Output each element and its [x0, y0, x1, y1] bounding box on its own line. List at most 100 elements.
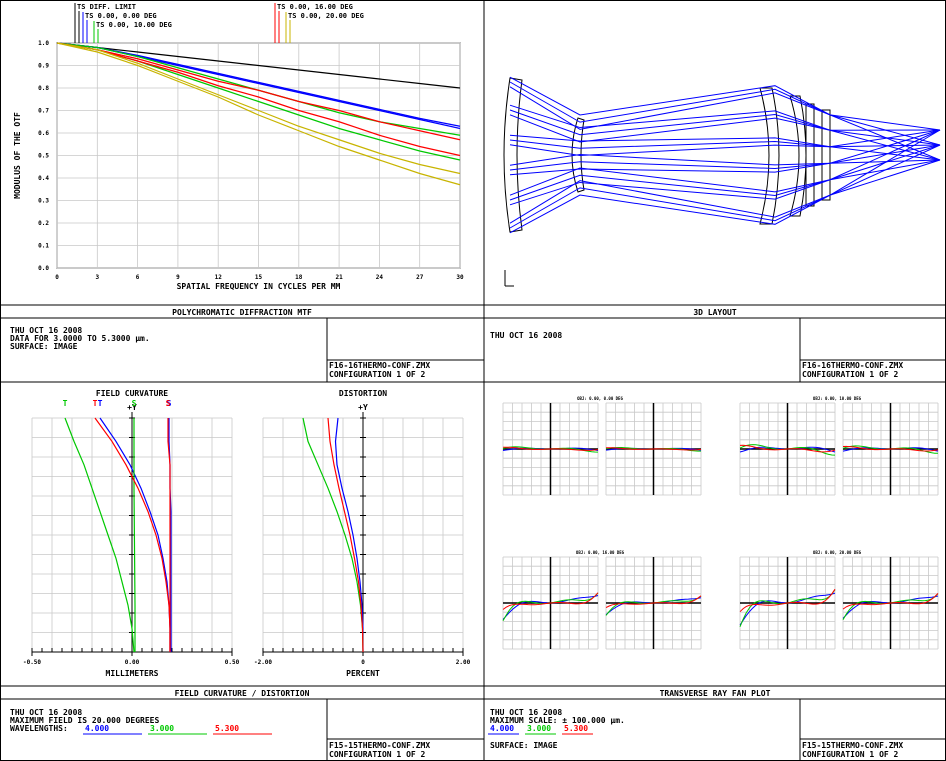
- fan-field: OBJ: 0.00, 10.00 DEG: [813, 396, 862, 401]
- panel-title: FIELD CURVATURE / DISTORTION: [175, 689, 310, 698]
- curve: [327, 417, 364, 653]
- ray: [509, 159, 941, 206]
- fan-field: OBJ: 0.00, 16.00 DEG: [576, 550, 625, 555]
- legend-entry: TS 0.00, 16.00 DEG: [277, 3, 353, 11]
- fan-curve: [739, 444, 836, 453]
- y-tick-label: 0.9: [38, 63, 49, 70]
- ray: [509, 144, 941, 229]
- file-name: F15-15THERMO-CONF.ZMX: [802, 741, 903, 750]
- y-tick-label: 0.8: [38, 85, 49, 92]
- fan-field: OBJ: 0.00, 20.00 DEG: [813, 550, 862, 555]
- fan-curve: [605, 595, 702, 609]
- y-tick-label: 0.2: [38, 220, 49, 227]
- info-line: MAXIMUM SCALE: ± 100.000 µm.: [490, 716, 625, 725]
- wavelength: 4.000: [85, 724, 109, 733]
- x-tick-label: -0.50: [23, 659, 41, 666]
- ray-fan: OBJ: 0.00, 16.00 DEG: [502, 550, 702, 650]
- mtf-curve: [56, 42, 461, 89]
- y-tick-label: 0.4: [38, 175, 49, 182]
- curve: [167, 418, 171, 652]
- legend-entry: TS 0.00, 0.00 DEG: [85, 12, 157, 20]
- x-tick-label: 27: [416, 274, 424, 281]
- curve: [94, 417, 171, 652]
- file-name: F15-15THERMO-CONF.ZMX: [329, 741, 430, 750]
- x-tick-label: 3: [95, 274, 99, 281]
- series-label: T: [98, 399, 103, 408]
- field-label: +Y: [358, 403, 368, 412]
- x-tick-label: 0.50: [225, 659, 240, 666]
- legend-entry: TS DIFF. LIMIT: [77, 3, 136, 11]
- x-axis-title: SPATIAL FREQUENCY IN CYCLES PER MM: [177, 282, 341, 291]
- wavelength: 3.000: [527, 724, 551, 733]
- x-tick-label: 0.00: [125, 659, 140, 666]
- fan-curve: [606, 447, 702, 451]
- wavelength: 4.000: [490, 724, 514, 733]
- y-tick-label: 0.1: [38, 243, 49, 250]
- y-tick-label: 0.7: [38, 108, 49, 115]
- lens-layout: [503, 76, 941, 287]
- x-axis-title: PERCENT: [346, 669, 380, 678]
- ray: [509, 144, 941, 161]
- y-tick-label: 0.5: [38, 153, 49, 160]
- x-tick-label: -2.00: [254, 659, 272, 666]
- x-tick-label: 0: [361, 659, 365, 666]
- plot: 0 3 6 9 12 15 18 21 24 27 30 0.0 0.1 0.2 0.3 0.4 0.5 0.6 0…: [13, 3, 464, 291]
- ray: [509, 81, 941, 146]
- x-tick-label: 12: [215, 274, 223, 281]
- y-tick-label: 1.0: [38, 40, 49, 47]
- mtf-curve: [56, 42, 461, 186]
- y-tick-label: 0.0: [38, 265, 49, 272]
- curve: [64, 417, 135, 653]
- x-tick-label: 18: [295, 274, 303, 281]
- ray: [509, 129, 941, 166]
- ray: [509, 109, 941, 146]
- ray-fan: OBJ: 0.00, 10.00 DEG: [739, 396, 939, 496]
- x-tick-label: 24: [376, 274, 384, 281]
- chart-title: DISTORTION: [339, 389, 387, 398]
- x-tick-label: 2.00: [456, 659, 471, 666]
- series-label: S: [167, 399, 172, 408]
- configuration: CONFIGURATION 1 OF 2: [802, 370, 899, 379]
- curve: [334, 417, 364, 652]
- fan-curve: [502, 592, 599, 610]
- y-tick-label: 0.6: [38, 130, 49, 137]
- x-axis-title: MILLIMETERS: [106, 669, 159, 678]
- ray: [509, 159, 941, 176]
- x-tick-label: 30: [456, 274, 464, 281]
- wavelength: 5.300: [215, 724, 239, 733]
- mtf-curve: [56, 42, 461, 157]
- info-line: THU OCT 16 2008: [10, 708, 82, 717]
- mtf-curve: [56, 42, 461, 175]
- curve: [133, 418, 136, 652]
- configuration: CONFIGURATION 1 OF 2: [802, 750, 899, 759]
- x-tick-label: 6: [136, 274, 140, 281]
- ray: [509, 144, 941, 201]
- chart-title: FIELD CURVATURE: [96, 389, 168, 398]
- info-line: THU OCT 16 2008: [10, 326, 82, 335]
- ray-fan: OBJ: 0.00, 0.00 DEG: [502, 396, 702, 496]
- x-tick-label: 0: [55, 274, 59, 281]
- mtf-curve: [56, 42, 461, 127]
- series-label: S: [132, 399, 137, 408]
- panel-title: 3D LAYOUT: [693, 308, 737, 317]
- legend-entry: TS 0.00, 20.00 DEG: [288, 12, 364, 20]
- fan-field: OBJ: 0.00, 0.00 DEG: [577, 396, 623, 401]
- plot: -0.50 0.00 0.50 FIELD CURVATURE +Y MILLIMETER…: [23, 389, 240, 678]
- field-label: +Y: [127, 403, 137, 412]
- fan-curve: [503, 446, 599, 451]
- legend-entry: TS 0.00, 10.00 DEG: [96, 21, 172, 29]
- ray: [509, 129, 941, 148]
- configuration: CONFIGURATION 1 OF 2: [329, 750, 426, 759]
- plot: -2.00 0 2.00 DISTORTION +Y PERCENT: [254, 389, 471, 678]
- mtf-curve: [56, 42, 461, 141]
- ray: [509, 139, 941, 149]
- series-label: S: [166, 399, 171, 408]
- info-line: WAVELENGTHS:: [10, 724, 68, 733]
- fan-curve: [842, 593, 939, 610]
- info-line: DATA FOR 3.0000 TO 5.3000 µm.: [10, 334, 150, 343]
- ray: [509, 144, 941, 171]
- x-tick-label: 21: [335, 274, 343, 281]
